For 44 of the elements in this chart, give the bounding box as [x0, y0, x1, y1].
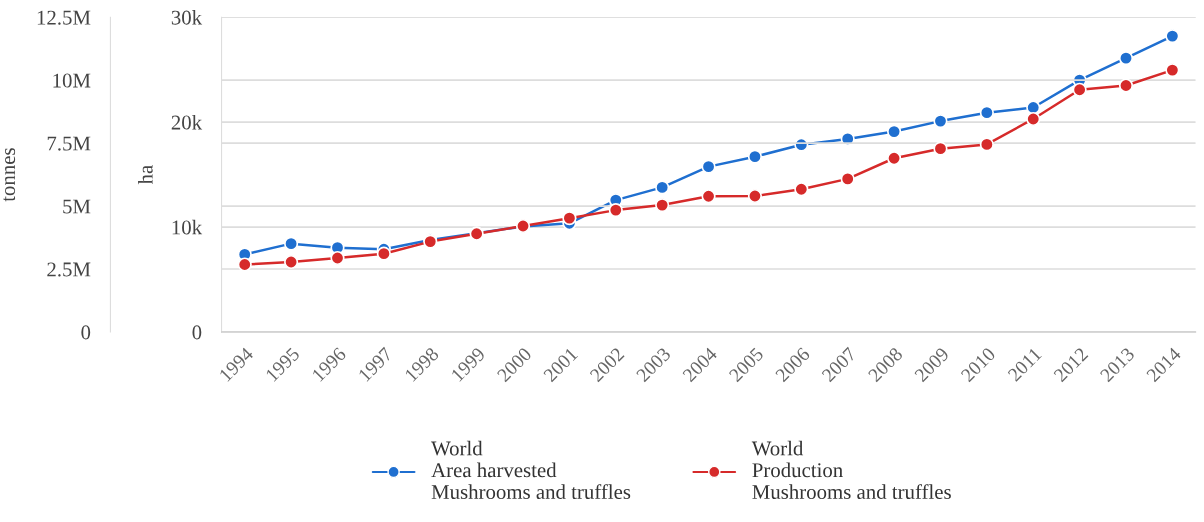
point: [330, 250, 345, 266]
point: [979, 137, 994, 152]
point: [1026, 100, 1041, 115]
point: [1165, 63, 1180, 78]
point: [747, 188, 763, 204]
point: [1026, 111, 1041, 127]
point: [840, 171, 855, 186]
point: [1118, 78, 1134, 93]
point: [284, 236, 299, 251]
point: [747, 149, 763, 164]
y-tick-label: 5M: [63, 199, 91, 214]
point: [933, 114, 948, 129]
x-tick-label: 2011: [1007, 347, 1043, 382]
x-tick-label: 2001: [542, 347, 579, 383]
y-tick-label: 10M: [53, 73, 91, 88]
point: [933, 141, 948, 156]
point: [701, 159, 716, 174]
point: [1118, 51, 1134, 66]
point: [608, 203, 623, 218]
y2-tick-label: 20k: [171, 114, 203, 130]
point: [376, 246, 391, 261]
y-tick-label: 12.5M: [37, 10, 91, 25]
legend-label: World Area harvested Mushrooms and truffles: [431, 440, 631, 500]
point: [701, 189, 716, 204]
point: [1072, 82, 1087, 97]
y-tick-label: 7.5M: [47, 136, 91, 151]
point: [886, 124, 902, 139]
point: [794, 182, 809, 197]
y2-tick-label: 0: [192, 325, 202, 340]
y2-tick-label: 10k: [172, 219, 203, 235]
point: [1165, 29, 1180, 44]
y2-axis-title: ha: [138, 165, 153, 185]
point: [979, 105, 994, 120]
legend-label: World Production Mushrooms and truffles: [751, 440, 951, 500]
point: [886, 151, 902, 166]
y2-tick-label: 30k: [171, 10, 203, 25]
y-tick-label: 0: [81, 325, 91, 340]
point: [562, 211, 577, 226]
point: [284, 254, 299, 270]
y-tick-label: 2.5M: [47, 262, 91, 277]
point: [655, 197, 670, 213]
point: [237, 257, 252, 272]
point: [655, 180, 670, 195]
y-axis-title: tonnes: [3, 148, 16, 202]
